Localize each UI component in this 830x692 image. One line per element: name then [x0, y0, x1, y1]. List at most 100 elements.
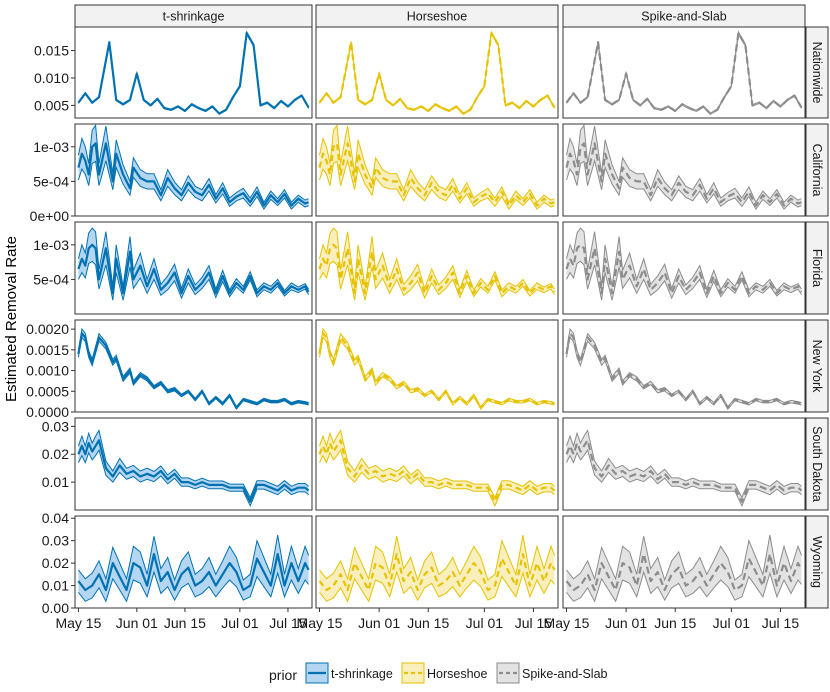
panel-plot-area	[77, 429, 310, 508]
y-tick-label: 5e-04	[33, 271, 69, 287]
mean-line	[318, 332, 555, 409]
mean-line	[565, 142, 802, 207]
credible-band	[566, 125, 802, 210]
band-lower-line	[78, 570, 309, 603]
y-tick-label: 0.0005	[26, 383, 69, 399]
band-upper-line	[78, 535, 310, 582]
x-tick-label: Jun 01	[605, 615, 647, 631]
panel-plot-area	[77, 327, 309, 410]
mean-line	[318, 439, 556, 503]
x-tick-label: Jul 15	[515, 615, 553, 631]
band-lower-line	[566, 448, 802, 508]
panel-plot-area	[318, 124, 555, 211]
panel-nationwide-horseshoe	[315, 26, 559, 119]
band-lower-line	[319, 158, 555, 211]
y-tick-label: 0.0015	[26, 342, 69, 358]
credible-band	[78, 430, 309, 506]
panel-nationwide-spike-and-slab	[562, 26, 806, 119]
band-lower-line	[566, 260, 802, 301]
credible-band	[319, 430, 555, 506]
panel-border	[315, 319, 559, 413]
x-tick-label: Jun 15	[407, 615, 449, 631]
panel-south-dakota-horseshoe	[315, 417, 559, 511]
row-strip-bg	[805, 26, 829, 119]
column-facet-strips: t-shrinkage Horseshoe Spike-and-Slab	[74, 4, 806, 28]
panel-california-horseshoe	[315, 123, 559, 217]
column-strip-label: Spike-and-Slab	[641, 10, 727, 24]
panel-bg	[563, 27, 805, 118]
y-tick-label: 1e-03	[33, 237, 69, 253]
y-tick-label: 0.01	[42, 474, 69, 490]
band-lower-line	[77, 160, 309, 211]
row-strip-label: Wyoming	[810, 536, 824, 588]
y-tick-label: 5e-04	[33, 173, 69, 189]
y-tick-label: 0.015	[34, 43, 69, 59]
row-strip-bg	[805, 417, 829, 511]
panel-plot-area	[318, 429, 556, 508]
panel-border	[74, 515, 313, 609]
x-tick-label: Jul 15	[269, 615, 307, 631]
band-upper-line	[319, 429, 555, 499]
panel-plot-area	[565, 429, 803, 508]
band-lower-line	[77, 260, 310, 301]
panel-new-york-horseshoe	[315, 319, 559, 413]
band-lower-line	[319, 260, 555, 301]
panel-border	[74, 417, 313, 511]
panel-new-york-t-shrinkage	[74, 319, 313, 413]
panel-border	[315, 417, 559, 511]
mean-line	[565, 332, 802, 409]
row-strip-label: California	[810, 144, 824, 197]
panel-plot-area	[318, 535, 556, 603]
legend: prior t-shrinkage Horseshoe Spike-and-Slab	[269, 662, 608, 684]
credible-band	[566, 228, 802, 301]
band-lower-line	[319, 336, 555, 410]
panel-bg	[316, 418, 558, 510]
row-strip-label: Nationwide	[810, 42, 824, 104]
mean-line	[565, 552, 803, 592]
row-strip-bg	[805, 123, 829, 217]
panel-nationwide-t-shrinkage	[74, 26, 313, 119]
facet-panels	[74, 26, 806, 609]
mean-line	[77, 332, 309, 409]
y-tick-label: 0.02	[42, 446, 69, 462]
panel-border	[562, 221, 806, 315]
y-tick-label: 0.00	[42, 600, 69, 616]
band-lower-line	[566, 570, 802, 603]
band-upper-line	[319, 124, 555, 204]
panel-california-t-shrinkage	[74, 123, 313, 217]
panel-bg	[563, 418, 805, 510]
band-upper-line	[566, 429, 802, 499]
y-tick-label: 0.01	[42, 578, 69, 594]
panel-border	[562, 515, 806, 609]
panel-border	[315, 123, 559, 217]
x-tick-label: Jun 01	[358, 615, 400, 631]
x-tick-label: Jun 15	[654, 615, 696, 631]
mean-line	[565, 243, 803, 295]
legend-label: Spike-and-Slab	[522, 667, 608, 681]
panel-south-dakota-t-shrinkage	[74, 417, 313, 511]
x-tick-label: May 15	[544, 615, 590, 631]
panel-bg	[75, 418, 312, 510]
x-tick-label: Jul 01	[713, 615, 751, 631]
band-lower-line	[566, 158, 802, 211]
y-tick-label: 0.0000	[26, 404, 69, 420]
row-strip-bg	[805, 221, 829, 315]
column-strip-bg	[562, 4, 806, 28]
panel-florida-spike-and-slab	[562, 221, 806, 315]
legend-label: t-shrinkage	[331, 667, 393, 681]
band-upper-line	[566, 535, 802, 582]
band-upper-line	[77, 227, 310, 292]
panel-plot-area	[318, 227, 556, 301]
panel-wyoming-spike-and-slab	[562, 515, 806, 609]
row-strip-label: New York	[810, 340, 824, 394]
mean-line	[77, 243, 310, 295]
x-tick-label: May 15	[55, 615, 101, 631]
panel-border	[74, 123, 313, 217]
legend-item: Horseshoe	[401, 662, 487, 684]
credible-band	[78, 228, 309, 301]
y-tick-label: 0.03	[42, 418, 69, 434]
y-tick-label: 0.010	[34, 70, 69, 86]
panel-border	[562, 319, 806, 413]
